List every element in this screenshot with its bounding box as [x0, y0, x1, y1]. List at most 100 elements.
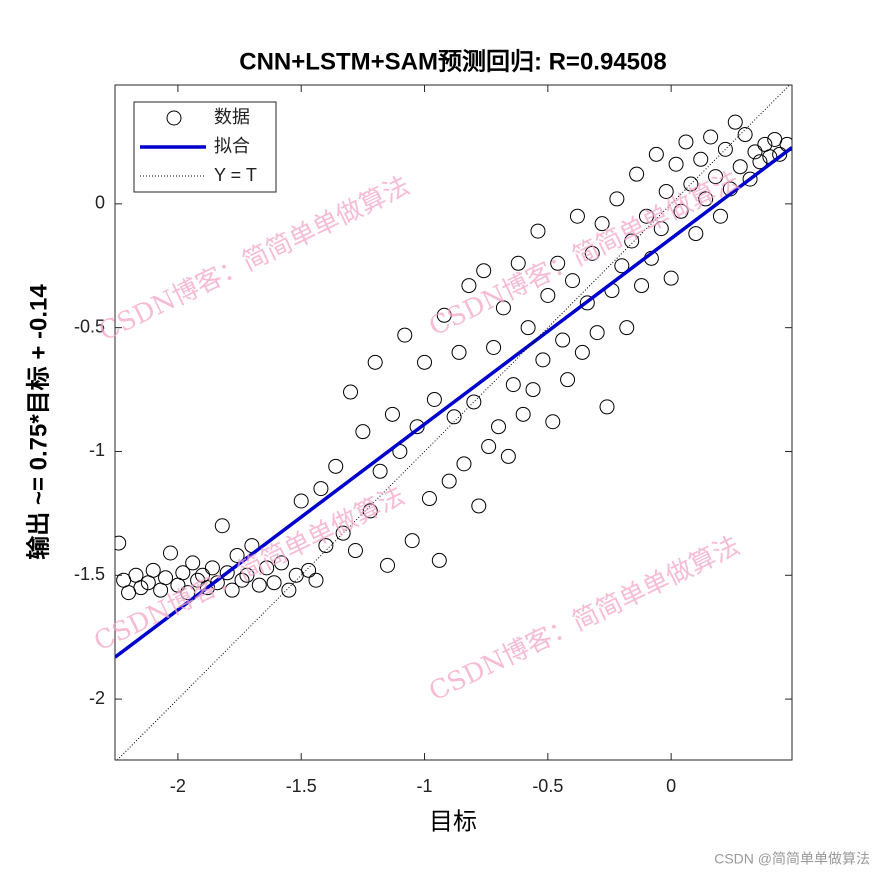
data-point [234, 572, 250, 588]
fit-line [115, 146, 792, 659]
data-point [535, 352, 551, 368]
data-point [308, 572, 324, 588]
data-point [281, 582, 297, 598]
data-point [426, 391, 442, 407]
data-point [209, 575, 225, 591]
y-axis-label: 输出 ~= 0.75*目标 + -0.14 [24, 284, 52, 560]
data-point [367, 354, 383, 370]
data-point [663, 270, 679, 286]
data-point [594, 216, 610, 232]
data-point [614, 258, 630, 274]
data-point [560, 372, 576, 388]
data-point [555, 332, 571, 348]
data-point [175, 565, 191, 581]
data-point [362, 503, 378, 519]
data-point [229, 547, 245, 563]
data-point [446, 409, 462, 425]
data-point [717, 141, 733, 157]
data-point [417, 354, 433, 370]
data-point [574, 344, 590, 360]
data-point [569, 208, 585, 224]
y-tick-label: -2 [89, 688, 105, 708]
data-point [204, 560, 220, 576]
data-point [703, 129, 719, 145]
x-tick-label: -0.5 [532, 776, 563, 796]
data-point [491, 419, 507, 435]
data-point [515, 406, 531, 422]
data-point [495, 300, 511, 316]
data-point [579, 295, 595, 311]
data-point [668, 156, 684, 172]
data-point [355, 424, 371, 440]
data-point [634, 278, 650, 294]
data-point [683, 176, 699, 192]
legend-marker [166, 110, 182, 126]
x-tick-label: -1 [417, 776, 433, 796]
data-point [737, 127, 753, 143]
y-tick-label: -1.5 [74, 564, 105, 584]
x-tick-label: -1.5 [286, 776, 317, 796]
data-point [693, 151, 709, 167]
data-point [115, 535, 127, 551]
data-point [708, 169, 724, 185]
x-tick-label: 0 [666, 776, 676, 796]
legend-label: 数据 [214, 107, 250, 127]
data-point [372, 463, 388, 479]
data-point [404, 533, 420, 549]
data-point [500, 448, 516, 464]
data-point [471, 498, 487, 514]
data-point [550, 255, 566, 271]
data-point [638, 208, 654, 224]
data-point [380, 557, 396, 573]
data-point [273, 555, 289, 571]
data-point [409, 419, 425, 435]
data-point [219, 565, 235, 581]
data-point [629, 166, 645, 182]
data-point [476, 263, 492, 279]
data-point [431, 552, 447, 568]
data-point [347, 543, 363, 559]
data-point [441, 473, 457, 489]
data-point [589, 325, 605, 341]
data-point [525, 382, 541, 398]
footer: CSDN @简简单单做算法 [714, 851, 870, 867]
data-point [772, 146, 788, 162]
data-point [293, 493, 309, 509]
y-tick-label: -0.5 [74, 316, 105, 336]
data-point [727, 114, 743, 130]
data-point [609, 191, 625, 207]
chart-title: CNN+LSTM+SAM预测回归: R=0.94508 [239, 48, 666, 75]
x-tick-label: -2 [170, 776, 186, 796]
data-point [624, 233, 640, 249]
plot-area [114, 84, 793, 761]
data-point [486, 339, 502, 355]
data-point [145, 562, 161, 578]
data-point [436, 307, 452, 323]
data-point [653, 221, 669, 237]
data-point [158, 570, 174, 586]
data-point [313, 481, 329, 497]
data-point [384, 406, 400, 422]
data-point [505, 377, 521, 393]
data-point [540, 287, 556, 303]
data-point [451, 344, 467, 360]
x-axis-label: 目标 [429, 808, 477, 835]
data-point [752, 154, 768, 170]
data-point [301, 562, 317, 578]
data-point [466, 394, 482, 410]
data-point [461, 278, 477, 294]
data-point [619, 320, 635, 336]
data-point [732, 159, 748, 175]
data-point [564, 273, 580, 289]
data-point [584, 245, 600, 261]
data-point [673, 203, 689, 219]
data-point [742, 171, 758, 187]
data-point [698, 191, 714, 207]
data-point [688, 226, 704, 242]
data-point [456, 456, 472, 472]
data-point [133, 580, 149, 596]
data-point [520, 320, 536, 336]
data-point [239, 567, 255, 583]
data-point [318, 538, 334, 554]
data-point [185, 555, 201, 571]
